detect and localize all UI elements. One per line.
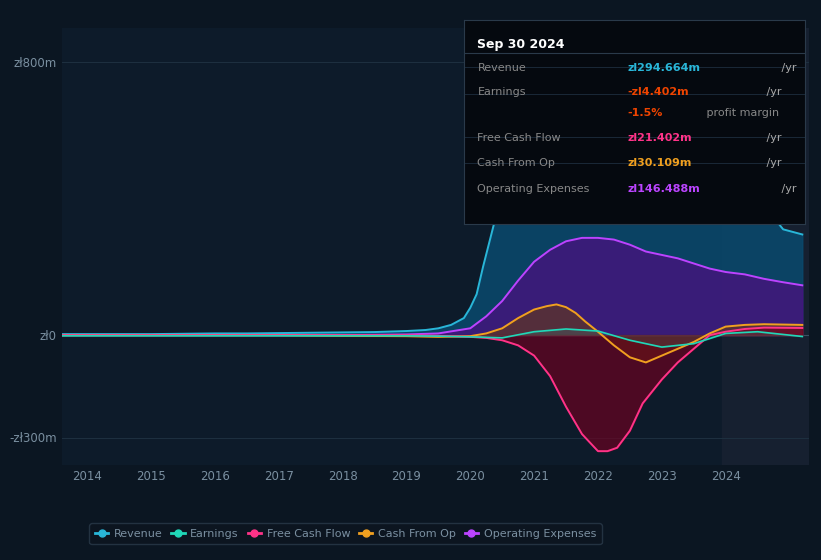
Text: Free Cash Flow: Free Cash Flow (478, 133, 561, 143)
Text: Sep 30 2024: Sep 30 2024 (478, 38, 565, 51)
Text: zl294.664m: zl294.664m (627, 63, 700, 73)
Text: Cash From Op: Cash From Op (478, 158, 555, 167)
Text: Revenue: Revenue (478, 63, 526, 73)
Text: zl21.402m: zl21.402m (627, 133, 692, 143)
Text: /yr: /yr (763, 133, 782, 143)
Text: /yr: /yr (763, 87, 782, 97)
Text: /yr: /yr (778, 184, 796, 194)
Text: Operating Expenses: Operating Expenses (478, 184, 589, 194)
Text: zl146.488m: zl146.488m (627, 184, 700, 194)
Text: Earnings: Earnings (478, 87, 526, 97)
Text: -1.5%: -1.5% (627, 108, 663, 118)
Legend: Revenue, Earnings, Free Cash Flow, Cash From Op, Operating Expenses: Revenue, Earnings, Free Cash Flow, Cash … (89, 523, 602, 544)
Text: zl30.109m: zl30.109m (627, 158, 692, 167)
Text: /yr: /yr (778, 63, 796, 73)
Text: -zl4.402m: -zl4.402m (627, 87, 689, 97)
Text: profit margin: profit margin (703, 108, 779, 118)
Bar (722, 28, 809, 465)
Text: /yr: /yr (763, 158, 782, 167)
